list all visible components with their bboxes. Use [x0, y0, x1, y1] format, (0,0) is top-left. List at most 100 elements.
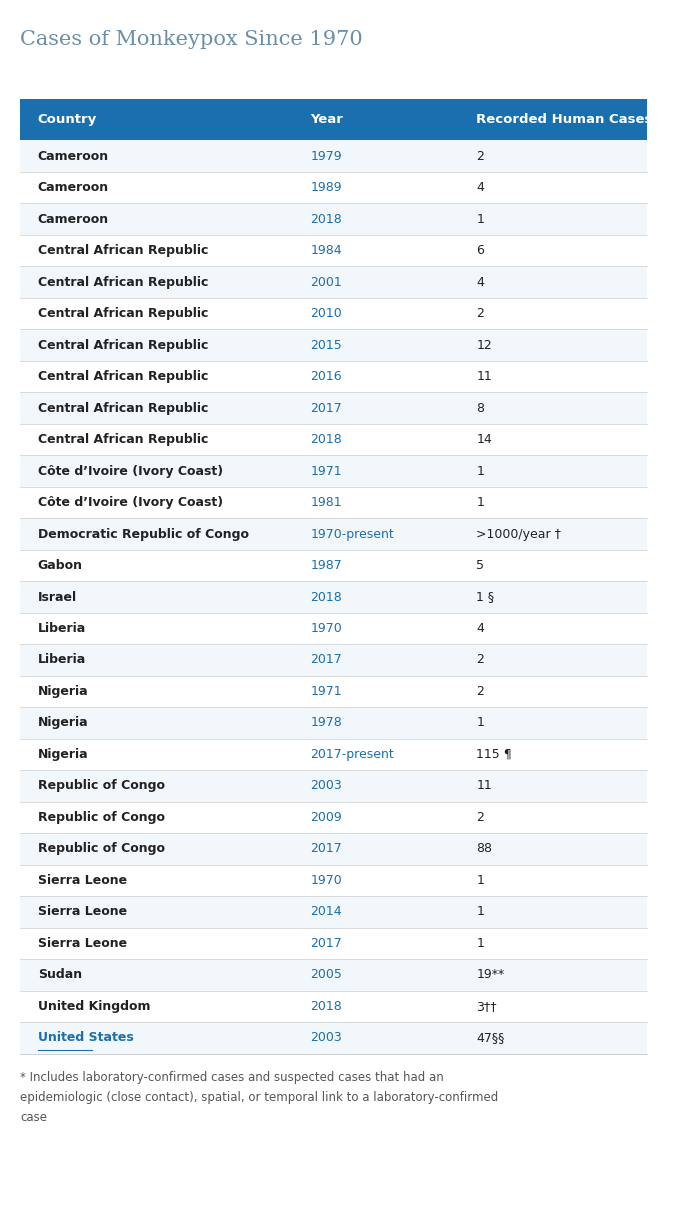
Text: Côte d’Ivoire (Ivory Coast): Côte d’Ivoire (Ivory Coast)	[38, 497, 223, 509]
Text: 1978: 1978	[310, 717, 342, 729]
Text: Central African Republic: Central African Republic	[38, 339, 208, 351]
Text: Gabon: Gabon	[38, 559, 83, 572]
Text: 1: 1	[477, 937, 484, 949]
Text: 11: 11	[477, 371, 492, 383]
Text: 1981: 1981	[310, 497, 342, 509]
Text: Cases of Monkeypox Since 1970: Cases of Monkeypox Since 1970	[20, 30, 363, 50]
Text: >1000/year †: >1000/year †	[477, 528, 562, 540]
Text: 14: 14	[477, 434, 492, 446]
Text: 2001: 2001	[310, 276, 342, 288]
Text: Israel: Israel	[38, 591, 77, 603]
Text: 2015: 2015	[310, 339, 342, 351]
Text: 1 §: 1 §	[477, 591, 495, 603]
Text: 6: 6	[477, 245, 484, 257]
Text: Recorded Human Cases*: Recorded Human Cases*	[477, 114, 660, 126]
Text: 2018: 2018	[310, 591, 342, 603]
Text: Liberia: Liberia	[38, 622, 86, 635]
Bar	[20, 613, 647, 644]
Text: Cameroon: Cameroon	[38, 213, 109, 225]
Text: 11: 11	[477, 780, 492, 792]
Text: 3††: 3††	[477, 1000, 497, 1012]
Text: Nigeria: Nigeria	[38, 748, 88, 761]
Bar	[20, 99, 647, 140]
Text: Cameroon: Cameroon	[38, 182, 109, 194]
Text: 2010: 2010	[310, 308, 342, 320]
Text: 2003: 2003	[310, 780, 342, 792]
Text: 2: 2	[477, 811, 484, 823]
Text: 2: 2	[477, 685, 484, 698]
Text: 19**: 19**	[477, 969, 505, 981]
Bar	[20, 518, 647, 550]
Text: 2017: 2017	[310, 937, 342, 949]
Text: 2: 2	[477, 150, 484, 162]
Text: 5: 5	[477, 559, 484, 572]
Text: * Includes laboratory-confirmed cases and suspected cases that had an
epidemiolo: * Includes laboratory-confirmed cases an…	[20, 1071, 498, 1124]
Text: Central African Republic: Central African Republic	[38, 308, 208, 320]
Bar	[20, 329, 647, 361]
Text: 2: 2	[477, 654, 484, 666]
Bar	[20, 455, 647, 487]
Bar	[20, 676, 647, 707]
Bar	[20, 424, 647, 455]
Text: 1: 1	[477, 213, 484, 225]
Text: Sierra Leone: Sierra Leone	[38, 937, 127, 949]
Text: 2017: 2017	[310, 402, 342, 414]
Text: 2009: 2009	[310, 811, 342, 823]
Text: Sierra Leone: Sierra Leone	[38, 874, 127, 886]
Bar	[20, 298, 647, 329]
Text: 1970-present: 1970-present	[310, 528, 394, 540]
Text: 1989: 1989	[310, 182, 342, 194]
Text: 1987: 1987	[310, 559, 342, 572]
Text: 2003: 2003	[310, 1032, 342, 1044]
Text: Central African Republic: Central African Republic	[38, 402, 208, 414]
Text: Sierra Leone: Sierra Leone	[38, 906, 127, 918]
Text: 2018: 2018	[310, 213, 342, 225]
Text: Republic of Congo: Republic of Congo	[38, 843, 165, 855]
Bar	[20, 865, 647, 896]
Text: United States: United States	[38, 1032, 134, 1044]
Text: Nigeria: Nigeria	[38, 717, 88, 729]
Text: 2018: 2018	[310, 1000, 342, 1012]
Text: 4: 4	[477, 276, 484, 288]
Text: 1971: 1971	[310, 465, 342, 477]
Bar	[20, 833, 647, 865]
Text: 115 ¶: 115 ¶	[477, 748, 512, 761]
Bar	[20, 928, 647, 959]
Text: 4: 4	[477, 622, 484, 635]
Text: Republic of Congo: Republic of Congo	[38, 811, 165, 823]
Text: Cameroon: Cameroon	[38, 150, 109, 162]
Text: 88: 88	[477, 843, 493, 855]
Bar	[20, 991, 647, 1022]
Text: 2017-present: 2017-present	[310, 748, 394, 761]
Bar	[20, 581, 647, 613]
Text: Liberia: Liberia	[38, 654, 86, 666]
Text: 47§§: 47§§	[477, 1032, 505, 1044]
Text: 1970: 1970	[310, 874, 342, 886]
Text: Democratic Republic of Congo: Democratic Republic of Congo	[38, 528, 249, 540]
Text: Year: Year	[310, 114, 343, 126]
Text: 1: 1	[477, 717, 484, 729]
Text: 2: 2	[477, 308, 484, 320]
Bar	[20, 172, 647, 203]
Bar	[20, 802, 647, 833]
Bar	[20, 392, 647, 424]
Bar	[20, 896, 647, 928]
Text: Central African Republic: Central African Republic	[38, 245, 208, 257]
Bar	[20, 959, 647, 991]
Bar	[20, 739, 647, 770]
Text: 1970: 1970	[310, 622, 342, 635]
Text: Nigeria: Nigeria	[38, 685, 88, 698]
Text: 2017: 2017	[310, 654, 342, 666]
Text: United Kingdom: United Kingdom	[38, 1000, 150, 1012]
Text: 2018: 2018	[310, 434, 342, 446]
Text: 1: 1	[477, 906, 484, 918]
Text: Central African Republic: Central African Republic	[38, 276, 208, 288]
Text: 12: 12	[477, 339, 492, 351]
Text: 1: 1	[477, 465, 484, 477]
Text: 2005: 2005	[310, 969, 342, 981]
Text: 2014: 2014	[310, 906, 342, 918]
Text: Sudan: Sudan	[38, 969, 82, 981]
Text: Côte d’Ivoire (Ivory Coast): Côte d’Ivoire (Ivory Coast)	[38, 465, 223, 477]
Bar	[20, 203, 647, 235]
Text: 1979: 1979	[310, 150, 342, 162]
